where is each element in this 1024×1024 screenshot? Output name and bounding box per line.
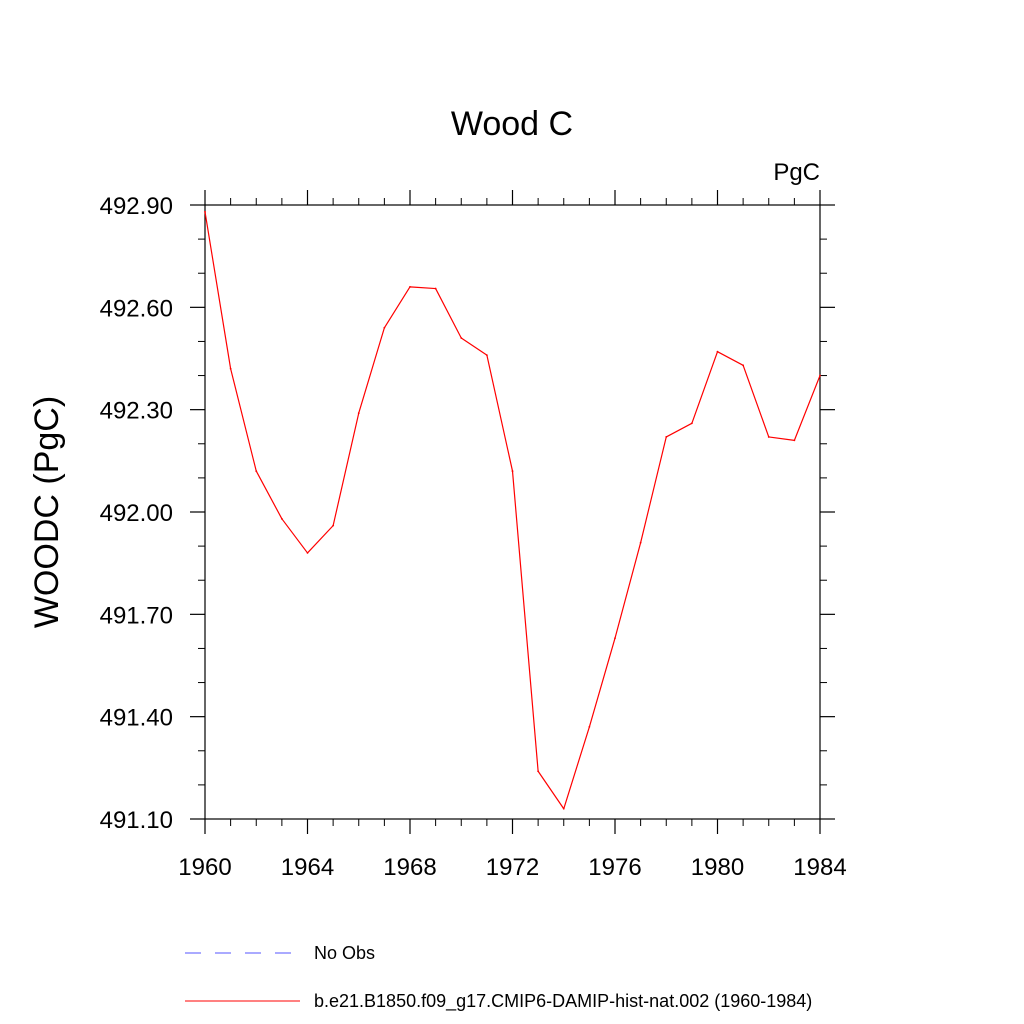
y-tick-label: 492.00 [100, 500, 173, 527]
y-tick-label: 492.30 [100, 398, 173, 425]
data-point [460, 337, 463, 339]
data-point [280, 517, 283, 520]
chart-title: Wood C [451, 105, 573, 143]
x-tick-label: 1980 [691, 854, 744, 881]
y-axis-title: WOODC (PgC) [28, 396, 66, 628]
y-tick-label: 491.70 [100, 602, 173, 629]
legend: No Obs b.e21.B1850.f09_g17.CMIP6-DAMIP-hi… [185, 943, 812, 1012]
series-line-0 [204, 211, 821, 810]
data-point [767, 436, 770, 438]
data-point [204, 210, 206, 213]
tick-labels: 1960 1964 1968 1972 1976 1980 1984 491.10 491.40… [100, 193, 847, 881]
y-tick-label: 491.10 [100, 807, 173, 834]
axis-ticks [190, 190, 835, 834]
y-tick-label: 491.40 [100, 705, 173, 732]
data-point [434, 287, 437, 290]
y-tick-label: 492.60 [100, 295, 173, 322]
data-point [819, 374, 821, 377]
x-tick-label: 1984 [793, 854, 846, 881]
x-tick-label: 1976 [588, 854, 641, 881]
legend-label: b.e21.B1850.f09_g17.CMIP6-DAMIP-hist-nat… [314, 991, 812, 1012]
data-point [537, 770, 540, 773]
data-point [409, 285, 411, 288]
data-point [562, 807, 565, 810]
data-point [485, 354, 488, 356]
data-point [229, 367, 232, 370]
data-lines [204, 210, 821, 810]
data-point [639, 541, 642, 544]
data-point [793, 439, 796, 442]
units-label: PgC [773, 159, 820, 186]
x-tick-label: 1968 [383, 854, 436, 881]
data-point [511, 470, 514, 472]
data-point [588, 726, 591, 728]
data-point [357, 412, 360, 414]
legend-label: No Obs [314, 943, 375, 963]
data-point [742, 364, 745, 367]
data-point [255, 470, 258, 472]
data-point [690, 422, 693, 425]
data-point [332, 524, 335, 527]
data-point [383, 326, 386, 329]
y-tick-label: 492.90 [100, 193, 173, 220]
x-tick-label: 1972 [486, 854, 539, 881]
x-tick-label: 1964 [281, 854, 334, 881]
data-point [665, 436, 668, 438]
data-point [614, 637, 616, 640]
data-point [716, 350, 719, 353]
data-point [306, 552, 309, 554]
x-tick-label: 1960 [178, 854, 231, 881]
plot-frame [204, 204, 821, 820]
